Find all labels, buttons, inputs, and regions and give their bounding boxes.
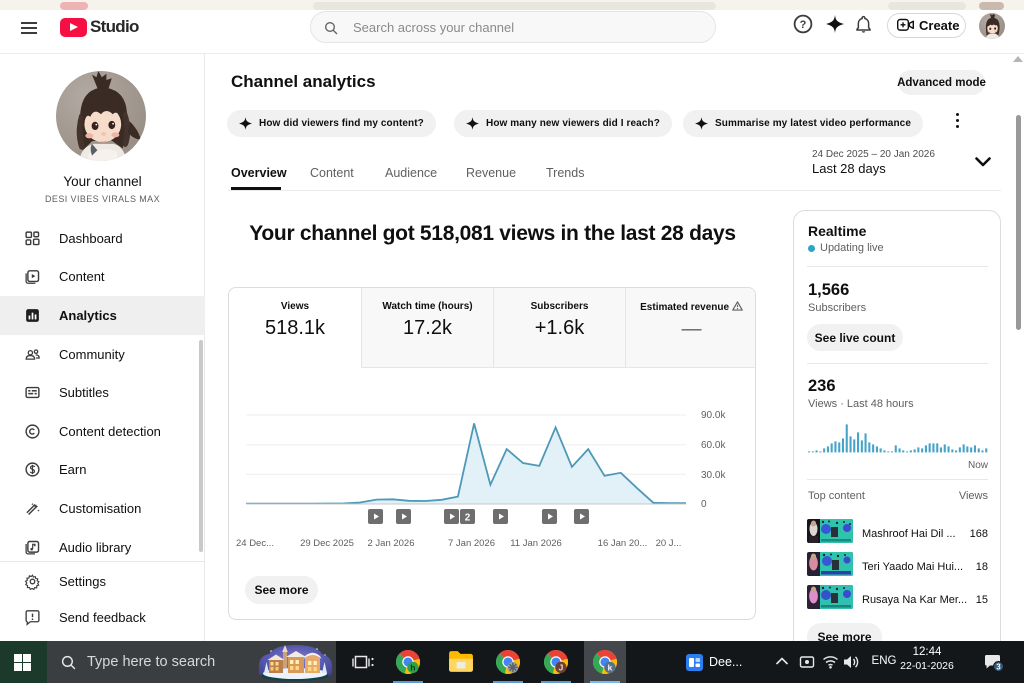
svg-text:2 Jan 2026: 2 Jan 2026	[367, 538, 414, 549]
svg-text:7 Jan 2026: 7 Jan 2026	[448, 538, 495, 549]
svg-text:h: h	[410, 663, 415, 673]
svg-text:0: 0	[701, 499, 707, 510]
svg-text:11 Jan 2026: 11 Jan 2026	[510, 538, 562, 549]
svg-text:2: 2	[465, 513, 471, 524]
svg-text:24 Dec...: 24 Dec...	[236, 538, 274, 549]
svg-text:?: ?	[800, 19, 807, 31]
svg-text:k: k	[607, 663, 612, 673]
svg-text:90.0k: 90.0k	[701, 410, 726, 421]
svg-text:3: 3	[996, 663, 1001, 672]
svg-text:30.0k: 30.0k	[701, 470, 726, 481]
svg-text:60.0k: 60.0k	[701, 440, 726, 451]
svg-text:29 Dec 2025: 29 Dec 2025	[300, 538, 354, 549]
svg-text:16 Jan 20...: 16 Jan 20...	[598, 538, 648, 549]
svg-text:20 J...: 20 J...	[656, 538, 682, 549]
svg-text:J: J	[558, 663, 563, 673]
